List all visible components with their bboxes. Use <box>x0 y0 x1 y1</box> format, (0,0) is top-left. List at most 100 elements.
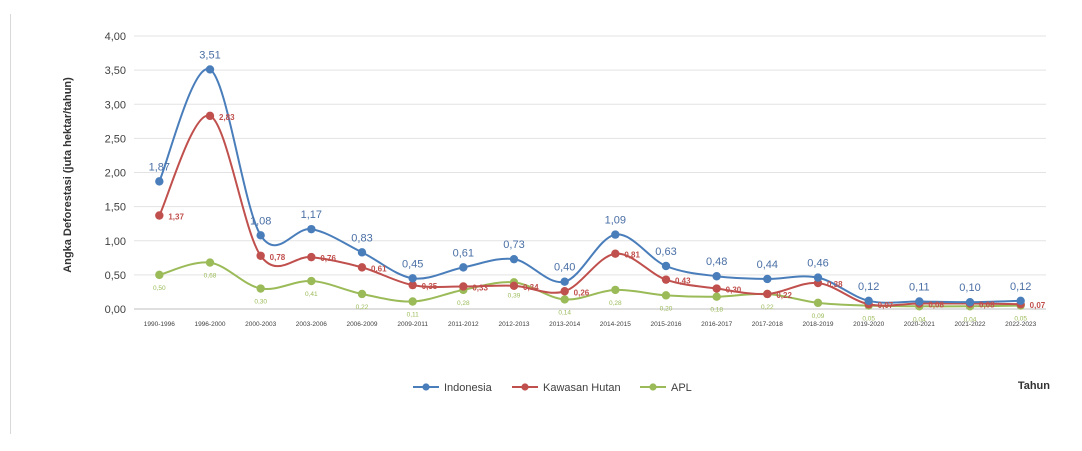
point-kawasan-hutan <box>712 284 721 293</box>
data-label-indonesia: 0,63 <box>655 246 676 258</box>
data-label-kawasan-hutan: 0,22 <box>776 291 792 300</box>
point-apl <box>155 270 164 280</box>
data-label-apl: 0,09 <box>812 313 825 320</box>
data-label-apl: 0,05 <box>862 316 875 323</box>
data-label-indonesia: 0,48 <box>706 256 727 268</box>
y-tick-label: 1,00 <box>105 236 126 248</box>
series-layer <box>155 65 1025 311</box>
data-label-kawasan-hutan: 0,08 <box>979 301 995 310</box>
data-label-apl: 0,14 <box>558 309 571 316</box>
point-kawasan-hutan <box>256 251 265 260</box>
data-label-indonesia: 0,12 <box>1010 281 1031 293</box>
point-kawasan-hutan <box>560 287 569 296</box>
x-tick-label: 2009-2011 <box>397 321 428 328</box>
data-label-indonesia: 0,73 <box>503 239 524 251</box>
point-indonesia <box>205 65 215 74</box>
point-indonesia <box>813 273 823 282</box>
point-apl <box>661 291 671 300</box>
data-label-indonesia: 1,17 <box>301 209 322 221</box>
y-tick-label: 2,00 <box>105 168 126 180</box>
data-label-indonesia: 0,44 <box>757 259 778 271</box>
data-label-indonesia: 0,10 <box>959 282 980 294</box>
data-label-apl: 0,68 <box>204 273 217 280</box>
data-label-indonesia: 0,40 <box>554 262 575 274</box>
point-indonesia <box>1016 296 1025 306</box>
point-kawasan-hutan <box>307 252 316 262</box>
y-tick-label: 2,50 <box>105 133 126 145</box>
x-tick-label: 1996-2000 <box>194 321 225 328</box>
data-label-kawasan-hutan: 0,07 <box>1030 301 1046 310</box>
x-tick-label: 2014-2015 <box>600 321 631 328</box>
data-label-indonesia: 1,08 <box>250 215 271 227</box>
point-indonesia <box>611 230 620 239</box>
y-tick-label: 4,00 <box>105 31 126 43</box>
data-label-kawasan-hutan: 0,78 <box>270 253 286 262</box>
point-apl <box>307 276 316 286</box>
point-indonesia <box>357 248 367 257</box>
data-label-indonesia: 0,61 <box>453 247 474 259</box>
point-indonesia <box>915 297 924 306</box>
y-axis-ticks: 0,00 0,50 1,00 1,50 2,00 2,50 3,00 3,50 4,00 <box>105 31 126 316</box>
legend-marker-indonesia <box>422 383 430 391</box>
data-label-kawasan-hutan: 0,26 <box>574 288 590 297</box>
point-indonesia <box>509 254 519 264</box>
data-label-apl: 0,30 <box>254 299 267 306</box>
point-apl <box>357 289 367 299</box>
data-label-apl: 0,28 <box>609 300 622 307</box>
legend-label-apl: APL <box>671 382 692 394</box>
point-indonesia <box>155 177 164 186</box>
data-label-apl: 0,11 <box>407 311 420 318</box>
point-kawasan-hutan <box>408 280 417 290</box>
data-label-kawasan-hutan: 0,07 <box>878 301 894 310</box>
x-tick-label: 2016-2017 <box>701 321 732 328</box>
legend-label-indonesia: Indonesia <box>444 382 493 394</box>
gridlines <box>134 35 1046 310</box>
point-kawasan-hutan <box>459 282 468 291</box>
data-label-indonesia: 0,83 <box>351 232 372 244</box>
data-label-apl: 0,04 <box>913 316 926 323</box>
x-tick-label: 2017-2018 <box>752 321 783 328</box>
y-tick-label: 0,00 <box>105 304 126 316</box>
data-label-indonesia: 1,09 <box>605 215 626 227</box>
point-kawasan-hutan <box>155 211 164 220</box>
point-apl <box>560 295 569 304</box>
point-indonesia <box>864 296 873 306</box>
data-label-kawasan-hutan: 0,34 <box>523 283 539 292</box>
data-label-apl: 0,04 <box>964 316 977 323</box>
data-label-kawasan-hutan: 0,35 <box>422 282 438 291</box>
data-label-apl: 0,39 <box>508 292 521 299</box>
data-label-kawasan-hutan: 0,38 <box>827 280 843 289</box>
point-apl <box>611 285 620 295</box>
data-labels: 1,87 3,51 1,08 1,17 0,83 0,45 0,61 0,73 0,40 1,09… <box>149 49 1046 323</box>
point-apl <box>205 258 215 267</box>
data-label-kawasan-hutan: 0,08 <box>928 301 944 310</box>
legend: Indonesia Kawasan Hutan APL <box>413 382 692 394</box>
point-indonesia <box>712 272 721 281</box>
legend-marker-kawasan-hutan <box>521 383 529 391</box>
x-tick-label: 2011-2012 <box>448 321 479 328</box>
data-label-indonesia: 3,51 <box>199 49 220 61</box>
frame-rule <box>10 14 11 434</box>
data-label-indonesia: 0,11 <box>909 281 930 293</box>
legend-marker-apl <box>649 383 657 391</box>
x-tick-label: 2006-2009 <box>346 321 377 328</box>
data-label-apl: 0,22 <box>761 304 774 311</box>
point-kawasan-hutan <box>509 281 519 290</box>
legend-label-kawasan-hutan: Kawasan Hutan <box>543 382 621 394</box>
point-apl <box>408 297 417 306</box>
y-tick-label: 0,50 <box>105 270 126 282</box>
x-tick-label: 2020-2021 <box>904 321 935 328</box>
x-tick-label: 2018-2019 <box>802 321 833 328</box>
y-tick-label: 3,00 <box>105 99 126 111</box>
data-label-kawasan-hutan: 0,76 <box>320 254 336 263</box>
point-apl <box>813 298 823 308</box>
data-label-indonesia: 0,45 <box>402 258 423 270</box>
point-indonesia <box>459 263 468 272</box>
x-tick-label: 2019-2020 <box>853 321 884 328</box>
point-indonesia <box>661 261 671 271</box>
y-axis-label: Angka Deforestasi (juta hektar/tahun) <box>62 77 74 273</box>
series-line-apl <box>159 261 1021 308</box>
data-label-apl: 0,22 <box>356 304 369 311</box>
point-kawasan-hutan <box>205 111 215 121</box>
